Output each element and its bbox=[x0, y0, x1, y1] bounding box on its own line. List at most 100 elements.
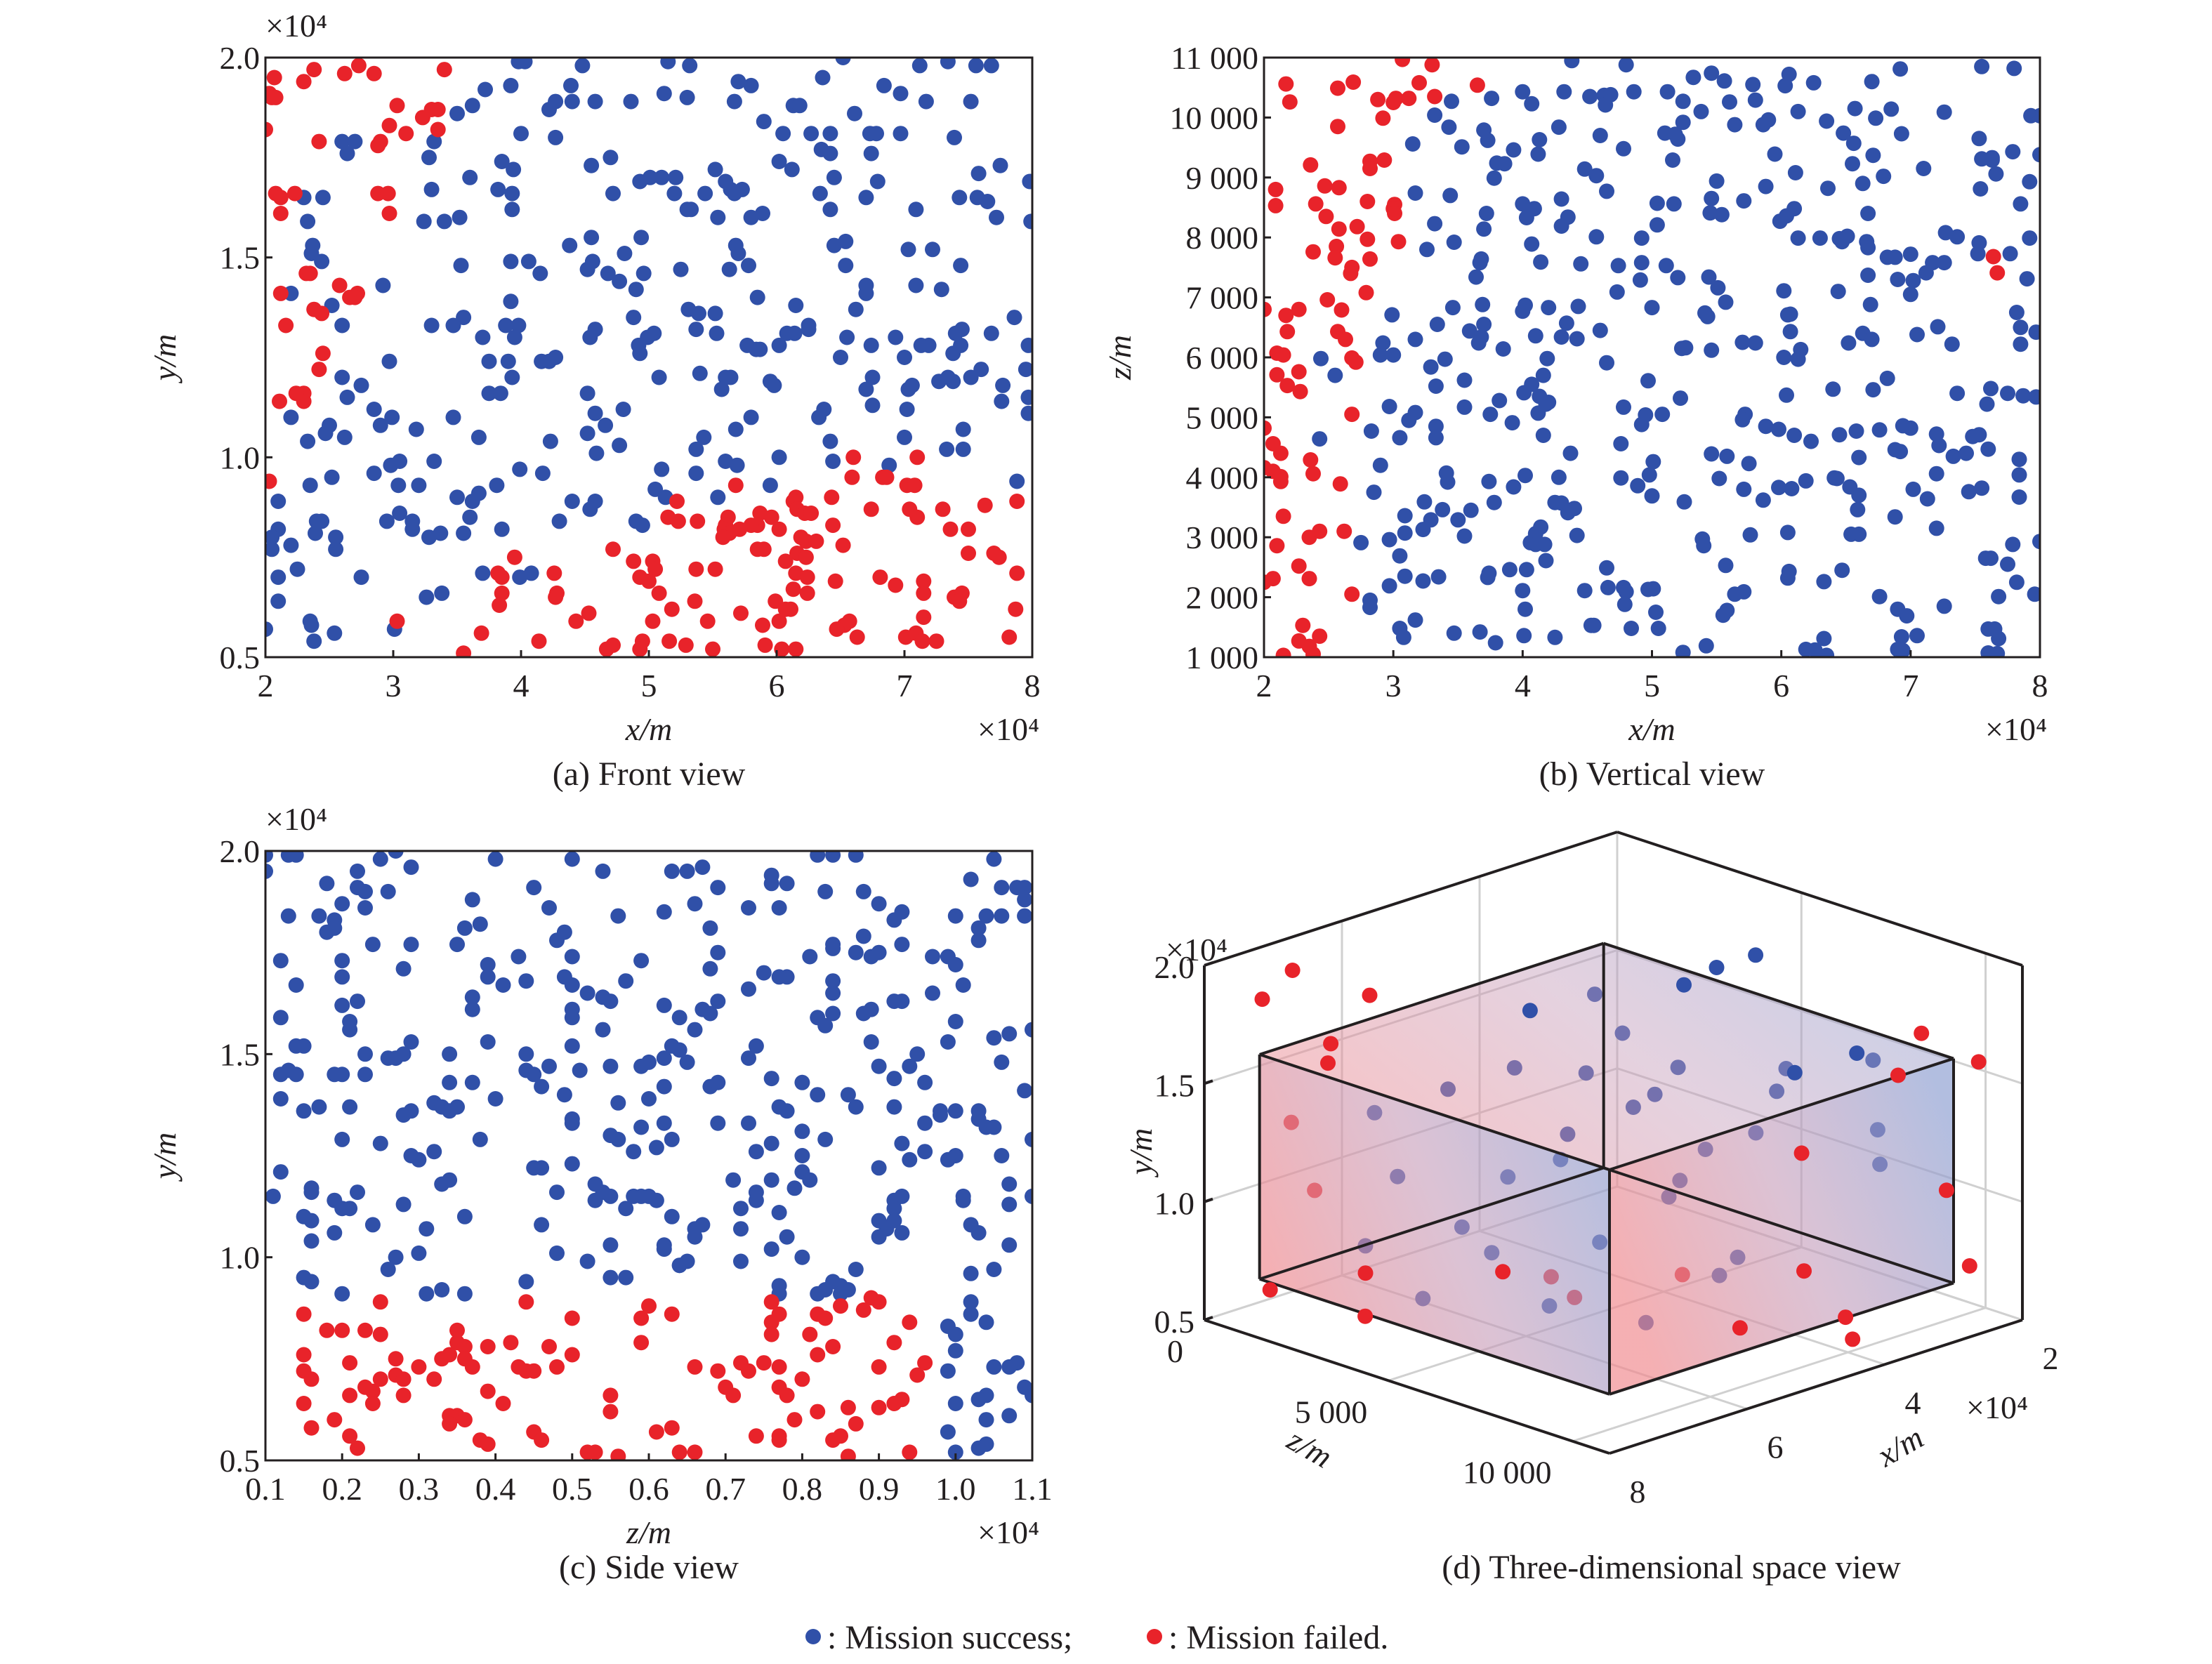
success-point bbox=[1640, 373, 1656, 389]
success-point bbox=[1397, 568, 1413, 584]
success-point bbox=[2006, 60, 2022, 77]
success-point bbox=[472, 916, 488, 932]
side-view-caption: (c) Side view bbox=[559, 1549, 739, 1586]
success-point bbox=[983, 58, 999, 74]
success-point bbox=[303, 1274, 320, 1290]
front-view-y-label: y/m bbox=[147, 334, 183, 383]
failed-point bbox=[1320, 1055, 1336, 1071]
success-point bbox=[342, 1201, 358, 1217]
failed-point bbox=[771, 521, 787, 537]
success-point bbox=[1727, 117, 1743, 133]
z-tick-label: 0 bbox=[1167, 1333, 1183, 1369]
success-point bbox=[762, 477, 778, 494]
success-point bbox=[302, 477, 318, 494]
success-point bbox=[403, 1103, 419, 1119]
success-point bbox=[721, 261, 737, 277]
success-point bbox=[917, 1074, 933, 1090]
y-tick-mark bbox=[1204, 1316, 1213, 1321]
success-point bbox=[265, 1188, 281, 1204]
success-point bbox=[939, 441, 955, 457]
success-point bbox=[1860, 206, 1876, 221]
success-point bbox=[419, 1286, 435, 1302]
legend-failed-marker bbox=[1147, 1629, 1162, 1644]
success-point bbox=[1327, 367, 1343, 383]
failed-point bbox=[844, 469, 860, 485]
failed-point bbox=[645, 613, 661, 629]
success-point bbox=[1816, 574, 1832, 590]
failed-point bbox=[265, 473, 277, 489]
failed-point bbox=[364, 1383, 381, 1399]
success-point bbox=[1524, 236, 1540, 252]
success-point bbox=[863, 337, 879, 353]
success-point bbox=[520, 253, 536, 270]
success-point bbox=[588, 445, 605, 461]
failed-point bbox=[871, 1399, 887, 1415]
success-point bbox=[1902, 286, 1918, 303]
success-point bbox=[2008, 574, 2025, 590]
failed-point bbox=[311, 362, 327, 378]
failed-point bbox=[1303, 157, 1319, 173]
success-point bbox=[518, 973, 534, 989]
success-point bbox=[1428, 378, 1444, 394]
success-point bbox=[855, 883, 871, 899]
success-point bbox=[2002, 246, 2018, 262]
success-point bbox=[771, 1205, 787, 1220]
success-point bbox=[1588, 168, 1605, 184]
success-point bbox=[654, 169, 670, 185]
failed-point bbox=[1295, 617, 1311, 633]
failed-point bbox=[272, 285, 289, 301]
x-tick-label: 1.0 bbox=[935, 1471, 976, 1507]
success-point bbox=[445, 317, 461, 334]
success-point bbox=[328, 529, 344, 546]
success-point bbox=[864, 397, 881, 414]
y-tick-label: 0.5 bbox=[1154, 1304, 1195, 1340]
legend-success-marker bbox=[805, 1629, 821, 1644]
failed-point bbox=[632, 641, 648, 657]
success-point bbox=[489, 477, 505, 494]
success-point bbox=[858, 381, 874, 397]
front-view-x-label: x/m bbox=[625, 711, 672, 747]
success-point bbox=[687, 896, 703, 912]
failed-point bbox=[952, 593, 968, 609]
success-point bbox=[963, 369, 979, 385]
failed-point bbox=[871, 1359, 887, 1375]
failed-point bbox=[825, 517, 841, 534]
failed-point bbox=[1334, 302, 1350, 318]
success-point bbox=[423, 317, 440, 334]
success-point bbox=[1372, 347, 1388, 363]
success-point bbox=[1644, 300, 1660, 316]
failed-point bbox=[817, 1310, 834, 1326]
failed-point bbox=[728, 477, 744, 494]
success-point bbox=[741, 1115, 756, 1131]
success-point bbox=[1397, 525, 1413, 541]
success-point bbox=[688, 322, 704, 338]
failed-point bbox=[388, 1351, 404, 1367]
success-point bbox=[1860, 268, 1876, 283]
failed-point bbox=[414, 110, 430, 126]
success-point bbox=[1613, 436, 1629, 451]
success-point bbox=[442, 1172, 458, 1188]
success-point bbox=[372, 417, 388, 433]
success-point bbox=[381, 353, 397, 369]
success-point bbox=[702, 920, 718, 936]
success-point bbox=[1895, 642, 1911, 657]
success-point bbox=[548, 129, 564, 145]
success-point bbox=[534, 1217, 550, 1233]
success-point bbox=[384, 409, 400, 425]
success-point bbox=[478, 81, 493, 98]
success-point bbox=[1428, 418, 1444, 435]
failed-point bbox=[381, 117, 397, 133]
y-tick-label: 1.5 bbox=[220, 1036, 261, 1072]
success-point bbox=[403, 1034, 419, 1050]
success-point bbox=[1776, 350, 1792, 365]
success-point bbox=[1558, 315, 1574, 331]
success-point bbox=[1893, 126, 1909, 142]
x-tick-label: 3 bbox=[1385, 668, 1402, 704]
success-point bbox=[710, 944, 726, 960]
success-point bbox=[364, 937, 381, 953]
success-point bbox=[739, 337, 756, 353]
success-point bbox=[563, 77, 579, 93]
success-point bbox=[1719, 448, 1735, 464]
success-point bbox=[403, 937, 419, 953]
success-point bbox=[848, 1099, 864, 1115]
